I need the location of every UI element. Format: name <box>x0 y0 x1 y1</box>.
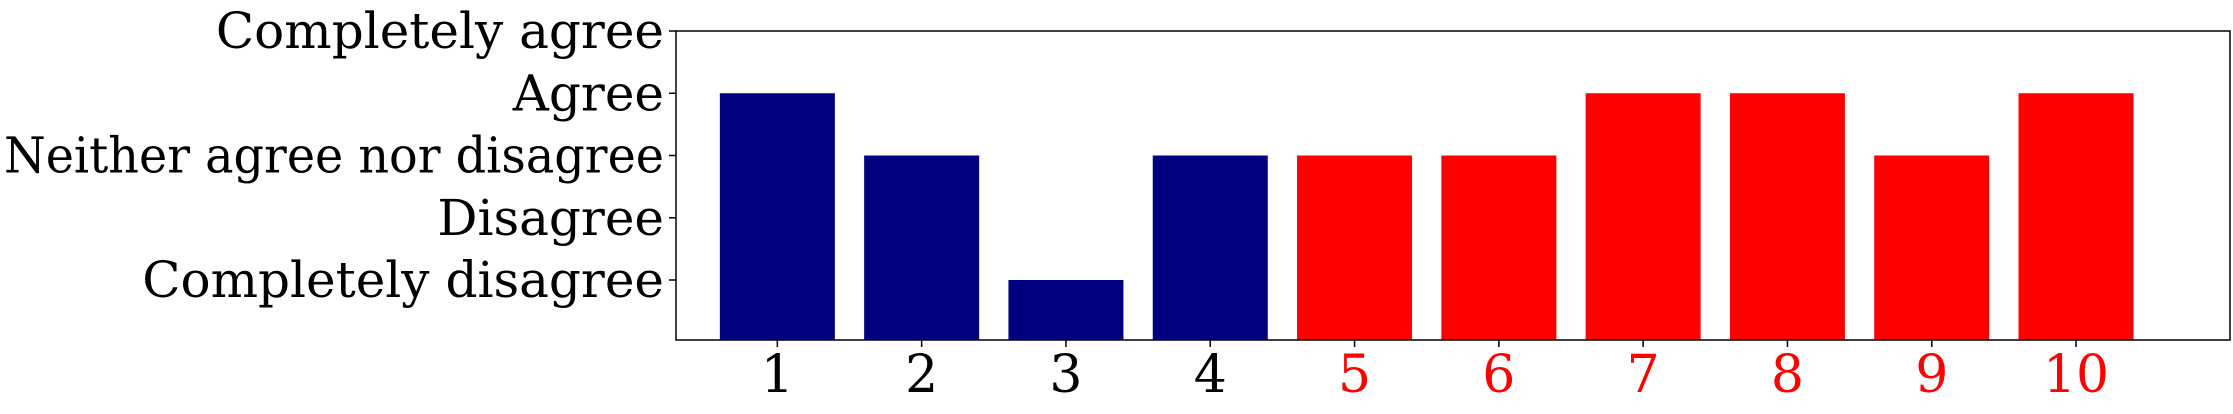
bar-2 <box>864 155 980 340</box>
bar-3 <box>1008 280 1124 340</box>
bar-1 <box>719 93 835 340</box>
x-tick-label-7: 7 <box>1627 345 1660 405</box>
y-tick-label: Neither agree nor disagree <box>4 127 664 185</box>
x-tick-label-3: 3 <box>1049 345 1082 405</box>
bar-7 <box>1585 93 1701 340</box>
bar-5 <box>1297 155 1413 340</box>
bars-group <box>719 93 2134 340</box>
x-tick-label-8: 8 <box>1771 345 1804 405</box>
bar-9 <box>1874 155 1990 340</box>
y-tick-label: Disagree <box>437 189 664 247</box>
x-tick-label-5: 5 <box>1338 345 1371 405</box>
y-tick-label: Completely disagree <box>142 251 664 309</box>
x-tick-label-6: 6 <box>1482 345 1515 405</box>
y-tick-label: Completely agree <box>216 2 664 60</box>
x-tick-label-1: 1 <box>761 345 794 405</box>
bar-4 <box>1152 155 1268 340</box>
bar-10 <box>2018 93 2134 340</box>
x-axis: 1 2 3 4 5 6 7 8 9 10 <box>761 340 2109 405</box>
y-tick-label: Agree <box>512 64 664 122</box>
x-tick-label-4: 4 <box>1194 345 1227 405</box>
x-tick-label-2: 2 <box>905 345 938 405</box>
bar-8 <box>1729 93 1845 340</box>
bar-6 <box>1441 155 1557 340</box>
x-tick-label-9: 9 <box>1915 345 1948 405</box>
plot-frame <box>675 30 2231 341</box>
x-tick-label-10: 10 <box>2043 345 2109 405</box>
